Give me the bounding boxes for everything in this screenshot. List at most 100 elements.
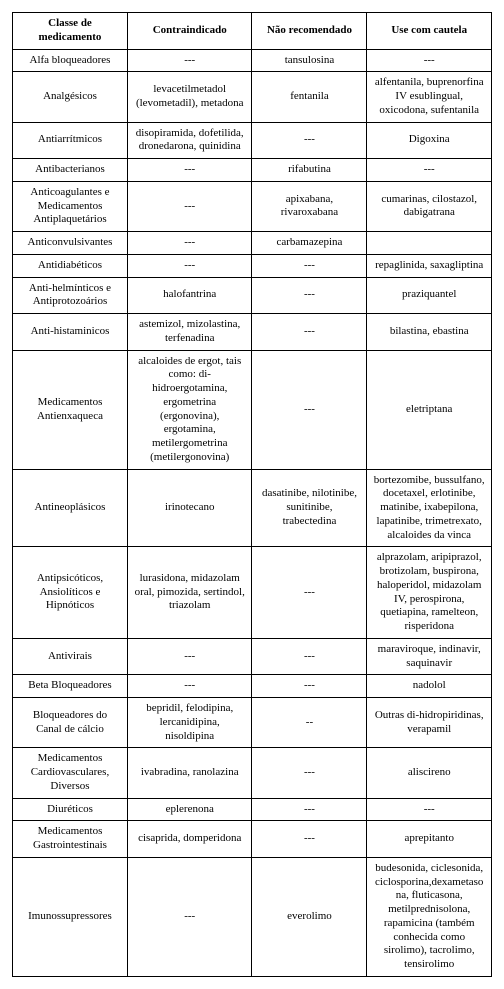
cell-not-recommended: --- bbox=[252, 350, 367, 469]
cell-class: Antibacterianos bbox=[13, 159, 128, 182]
cell-not-recommended: everolimo bbox=[252, 857, 367, 976]
table-row: Antidiabéticos------repaglinida, saxagli… bbox=[13, 254, 492, 277]
cell-class: Diuréticos bbox=[13, 798, 128, 821]
table-row: Anti-histaminicosastemizol, mizolastina,… bbox=[13, 314, 492, 351]
cell-caution: eletriptana bbox=[367, 350, 492, 469]
cell-caution: --- bbox=[367, 49, 492, 72]
cell-caution: --- bbox=[367, 159, 492, 182]
table-row: Anticonvulsivantes---carbamazepina bbox=[13, 232, 492, 255]
table-row: Medicamentos Cardiovasculares, Diversosi… bbox=[13, 748, 492, 798]
cell-caution bbox=[367, 232, 492, 255]
cell-contraindicated: --- bbox=[127, 675, 252, 698]
table-row: Antibacterianos---rifabutina--- bbox=[13, 159, 492, 182]
cell-class: Analgésicos bbox=[13, 72, 128, 122]
cell-not-recommended: fentanila bbox=[252, 72, 367, 122]
cell-caution: Digoxina bbox=[367, 122, 492, 159]
cell-class: Beta Bloqueadores bbox=[13, 675, 128, 698]
table-row: Antivirais------maraviroque, indinavir, … bbox=[13, 638, 492, 675]
drug-interaction-table: Classe de medicamento Contraindicado Não… bbox=[12, 12, 492, 977]
cell-contraindicated: levacetilmetadol (levometadil), metadona bbox=[127, 72, 252, 122]
cell-class: Imunossupressores bbox=[13, 857, 128, 976]
cell-caution: budesonida, ciclesonida, ciclosporina,de… bbox=[367, 857, 492, 976]
cell-contraindicated: disopiramida, dofetilida, dronedarona, q… bbox=[127, 122, 252, 159]
cell-contraindicated: alcaloides de ergot, tais como: di-hidro… bbox=[127, 350, 252, 469]
cell-not-recommended: -- bbox=[252, 698, 367, 748]
cell-contraindicated: halofantrina bbox=[127, 277, 252, 314]
cell-contraindicated: --- bbox=[127, 181, 252, 231]
table-row: Anticoagulantes e Medicamentos Antiplaqu… bbox=[13, 181, 492, 231]
cell-class: Antineoplásicos bbox=[13, 469, 128, 547]
table-row: Bloqueadores do Canal de cálciobepridil,… bbox=[13, 698, 492, 748]
cell-class: Antiarrítmicos bbox=[13, 122, 128, 159]
table-row: Antipsicóticos, Ansiolíticos e Hipnótico… bbox=[13, 547, 492, 639]
table-row: Antineoplásicosirinotecanodasatinibe, ni… bbox=[13, 469, 492, 547]
table-body: Alfa bloqueadores---tansulosina---Analgé… bbox=[13, 49, 492, 976]
cell-class: Medicamentos Antienxaqueca bbox=[13, 350, 128, 469]
table-row: Beta Bloqueadores------nadolol bbox=[13, 675, 492, 698]
table-row: Antiarrítmicosdisopiramida, dofetilida, … bbox=[13, 122, 492, 159]
cell-caution: alfentanila, buprenorfina IV esublingual… bbox=[367, 72, 492, 122]
cell-class: Antivirais bbox=[13, 638, 128, 675]
table-row: Alfa bloqueadores---tansulosina--- bbox=[13, 49, 492, 72]
cell-caution: Outras di-hidropiridinas, verapamil bbox=[367, 698, 492, 748]
cell-caution: maraviroque, indinavir, saquinavir bbox=[367, 638, 492, 675]
cell-not-recommended: --- bbox=[252, 675, 367, 698]
cell-not-recommended: carbamazepina bbox=[252, 232, 367, 255]
cell-not-recommended: --- bbox=[252, 821, 367, 858]
cell-class: Anti-helmínticos e Antiprotozoários bbox=[13, 277, 128, 314]
table-row: Imunossupressores---everolimobudesonida,… bbox=[13, 857, 492, 976]
table-header: Classe de medicamento Contraindicado Não… bbox=[13, 13, 492, 50]
col-header-contraindicated: Contraindicado bbox=[127, 13, 252, 50]
cell-class: Anticoagulantes e Medicamentos Antiplaqu… bbox=[13, 181, 128, 231]
cell-class: Alfa bloqueadores bbox=[13, 49, 128, 72]
cell-class: Medicamentos Cardiovasculares, Diversos bbox=[13, 748, 128, 798]
col-header-caution: Use com cautela bbox=[367, 13, 492, 50]
table-row: Medicamentos Gastrointestinaiscisaprida,… bbox=[13, 821, 492, 858]
table-row: Analgésicoslevacetilmetadol (levometadil… bbox=[13, 72, 492, 122]
cell-caution: alprazolam, aripiprazol, brotizolam, bus… bbox=[367, 547, 492, 639]
cell-caution: nadolol bbox=[367, 675, 492, 698]
cell-caution: --- bbox=[367, 798, 492, 821]
cell-contraindicated: astemizol, mizolastina, terfenadina bbox=[127, 314, 252, 351]
cell-contraindicated: lurasidona, midazolam oral, pimozida, se… bbox=[127, 547, 252, 639]
cell-not-recommended: --- bbox=[252, 314, 367, 351]
cell-contraindicated: --- bbox=[127, 857, 252, 976]
cell-not-recommended: tansulosina bbox=[252, 49, 367, 72]
cell-not-recommended: --- bbox=[252, 277, 367, 314]
cell-class: Anticonvulsivantes bbox=[13, 232, 128, 255]
cell-contraindicated: cisaprida, domperidona bbox=[127, 821, 252, 858]
cell-caution: aprepitanto bbox=[367, 821, 492, 858]
cell-caution: bortezomibe, bussulfano, docetaxel, erlo… bbox=[367, 469, 492, 547]
cell-not-recommended: --- bbox=[252, 547, 367, 639]
col-header-not-recommended: Não recomendado bbox=[252, 13, 367, 50]
cell-class: Bloqueadores do Canal de cálcio bbox=[13, 698, 128, 748]
cell-not-recommended: apixabana, rivaroxabana bbox=[252, 181, 367, 231]
col-header-class: Classe de medicamento bbox=[13, 13, 128, 50]
cell-caution: cumarinas, cilostazol, dabigatrana bbox=[367, 181, 492, 231]
cell-contraindicated: --- bbox=[127, 638, 252, 675]
cell-not-recommended: --- bbox=[252, 748, 367, 798]
cell-contraindicated: --- bbox=[127, 159, 252, 182]
cell-contraindicated: --- bbox=[127, 49, 252, 72]
cell-not-recommended: --- bbox=[252, 638, 367, 675]
cell-class: Medicamentos Gastrointestinais bbox=[13, 821, 128, 858]
cell-contraindicated: irinotecano bbox=[127, 469, 252, 547]
cell-caution: bilastina, ebastina bbox=[367, 314, 492, 351]
cell-caution: aliscireno bbox=[367, 748, 492, 798]
cell-contraindicated: --- bbox=[127, 254, 252, 277]
table-row: Diuréticoseplerenona------ bbox=[13, 798, 492, 821]
cell-class: Antidiabéticos bbox=[13, 254, 128, 277]
table-row: Medicamentos Antienxaquecaalcaloides de … bbox=[13, 350, 492, 469]
table-row: Anti-helmínticos e Antiprotozoárioshalof… bbox=[13, 277, 492, 314]
cell-not-recommended: rifabutina bbox=[252, 159, 367, 182]
cell-contraindicated: ivabradina, ranolazina bbox=[127, 748, 252, 798]
cell-not-recommended: --- bbox=[252, 798, 367, 821]
cell-class: Anti-histaminicos bbox=[13, 314, 128, 351]
cell-not-recommended: --- bbox=[252, 254, 367, 277]
cell-caution: repaglinida, saxagliptina bbox=[367, 254, 492, 277]
cell-contraindicated: --- bbox=[127, 232, 252, 255]
cell-contraindicated: eplerenona bbox=[127, 798, 252, 821]
cell-class: Antipsicóticos, Ansiolíticos e Hipnótico… bbox=[13, 547, 128, 639]
cell-not-recommended: --- bbox=[252, 122, 367, 159]
cell-caution: praziquantel bbox=[367, 277, 492, 314]
